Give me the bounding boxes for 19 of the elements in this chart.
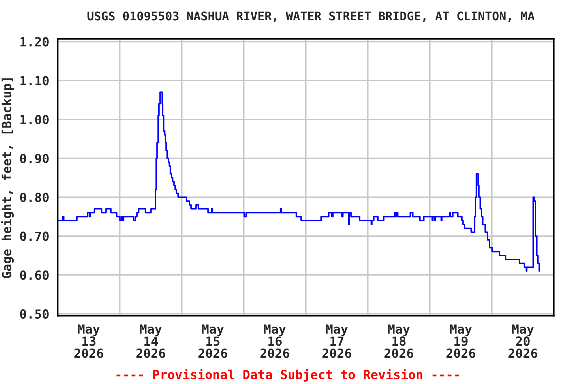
x-tick-label: May 19 2026 bbox=[446, 324, 476, 358]
y-tick-label: 1.20 bbox=[20, 37, 49, 47]
y-axis-title: Gage height, feet, [Backup] bbox=[1, 78, 14, 278]
y-tick-label: 0.80 bbox=[20, 192, 49, 202]
x-tick-label: May 18 2026 bbox=[384, 324, 414, 358]
y-tick-label: 0.90 bbox=[20, 154, 49, 164]
x-tick-label: May 13 2026 bbox=[74, 324, 104, 358]
y-tick-label: 0.60 bbox=[20, 270, 49, 280]
chart-title: USGS 01095503 NASHUA RIVER, WATER STREET BRIDGE, AT CLINTON, MA bbox=[88, 12, 535, 22]
y-tick-label: 1.00 bbox=[20, 115, 49, 125]
x-tick-label: May 15 2026 bbox=[198, 324, 228, 358]
y-tick-label: 0.70 bbox=[20, 232, 49, 242]
y-tick-label: 0.50 bbox=[20, 310, 49, 320]
text: ---- Provisional Data Subject to Revision ---- bbox=[116, 369, 460, 382]
x-tick-label: May 20 2026 bbox=[508, 324, 538, 358]
y-tick-label: 1.10 bbox=[20, 76, 49, 86]
x-tick-label: May 14 2026 bbox=[136, 324, 166, 358]
x-tick-label: May 17 2026 bbox=[322, 324, 352, 358]
x-tick-label: May 16 2026 bbox=[260, 324, 290, 358]
